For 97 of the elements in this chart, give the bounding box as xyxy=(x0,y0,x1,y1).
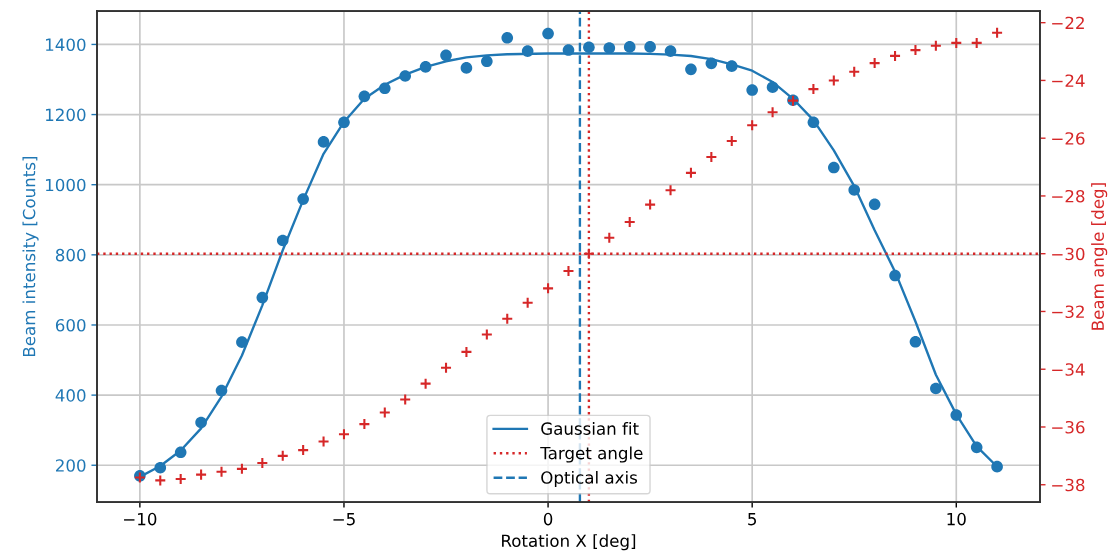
point xyxy=(644,198,657,211)
x-tick-label: 0 xyxy=(543,512,553,526)
point xyxy=(705,150,718,164)
point xyxy=(276,449,289,462)
y2-tick-label: −26 xyxy=(1052,132,1085,145)
x-tick-label: 10 xyxy=(947,512,966,526)
point xyxy=(562,44,575,56)
y2-tick-label: −32 xyxy=(1052,305,1084,319)
ref-line-label: Target angle xyxy=(540,446,643,463)
point xyxy=(970,441,983,454)
point xyxy=(868,198,881,211)
point xyxy=(521,296,534,309)
point xyxy=(562,264,575,278)
point xyxy=(827,74,840,87)
point xyxy=(256,291,269,304)
y2-axis-title: Beam angle [deg] xyxy=(1091,183,1108,330)
point xyxy=(603,231,616,244)
y-axis-title: Beam intensity [Counts] xyxy=(22,156,39,357)
y2-tick-label: −34 xyxy=(1052,363,1085,376)
y-tick-label: 1400 xyxy=(46,38,86,51)
point xyxy=(215,384,228,397)
y2-tick-label: −22 xyxy=(1052,16,1084,29)
y2-tick-label: −24 xyxy=(1052,74,1085,87)
point xyxy=(174,472,187,486)
ref-line-label: Optical axis xyxy=(541,470,638,488)
point xyxy=(317,136,330,148)
point xyxy=(582,247,595,260)
point xyxy=(705,57,718,70)
point xyxy=(276,234,289,247)
point xyxy=(297,193,309,205)
point xyxy=(439,361,453,374)
x-tick-label: −10 xyxy=(124,512,157,526)
point xyxy=(746,119,759,132)
y-tick-label: 1000 xyxy=(46,178,86,192)
point xyxy=(378,406,391,419)
point xyxy=(807,116,820,129)
x-tick-label: −5 xyxy=(333,513,355,526)
point xyxy=(195,468,208,481)
y2-tick-label: −28 xyxy=(1052,189,1085,203)
point xyxy=(236,336,248,348)
point xyxy=(623,41,636,53)
y-tick-label: 800 xyxy=(55,248,86,262)
point xyxy=(440,49,452,62)
point xyxy=(501,312,514,325)
point xyxy=(460,62,473,74)
point xyxy=(644,41,656,53)
y2-tick-label: −36 xyxy=(1052,420,1085,434)
legend-label: Gaussian fit xyxy=(541,422,639,435)
point xyxy=(603,42,616,54)
y2-tick-label: −30 xyxy=(1052,247,1085,261)
y-tick-label: 400 xyxy=(55,389,86,402)
point xyxy=(195,416,207,429)
point xyxy=(542,27,554,40)
point xyxy=(725,60,738,72)
point xyxy=(337,428,351,441)
point xyxy=(889,269,901,282)
point xyxy=(684,166,697,179)
y-tick-label: 1200 xyxy=(46,108,86,122)
point xyxy=(848,184,861,196)
point xyxy=(746,84,758,96)
point xyxy=(378,82,391,95)
point xyxy=(828,161,840,174)
point xyxy=(766,106,779,119)
point xyxy=(338,116,350,129)
point xyxy=(154,474,167,487)
point xyxy=(542,282,555,295)
y-tick-label: 200 xyxy=(56,459,86,472)
point xyxy=(358,90,371,103)
point xyxy=(501,31,514,44)
point xyxy=(766,81,779,94)
point xyxy=(848,65,861,78)
point xyxy=(419,377,432,390)
point xyxy=(154,461,167,474)
y2-tick-label: −38 xyxy=(1052,478,1085,492)
point xyxy=(583,41,595,54)
point xyxy=(480,328,493,341)
point xyxy=(235,462,248,475)
point xyxy=(664,45,677,57)
point xyxy=(419,61,432,73)
point xyxy=(317,435,330,448)
point xyxy=(399,70,412,82)
point xyxy=(929,39,942,52)
point xyxy=(950,409,963,421)
point xyxy=(909,336,922,348)
point xyxy=(481,55,493,68)
point xyxy=(521,45,534,57)
x-axis-title: Rotation X [deg] xyxy=(502,534,636,551)
point xyxy=(930,382,942,395)
point xyxy=(991,26,1004,39)
point xyxy=(174,446,187,459)
point xyxy=(399,393,412,406)
point xyxy=(215,465,228,478)
y-tick-label: 600 xyxy=(55,318,86,332)
point xyxy=(991,460,1003,473)
point xyxy=(685,63,697,76)
point xyxy=(664,184,677,197)
x-tick-label: 5 xyxy=(748,513,757,526)
